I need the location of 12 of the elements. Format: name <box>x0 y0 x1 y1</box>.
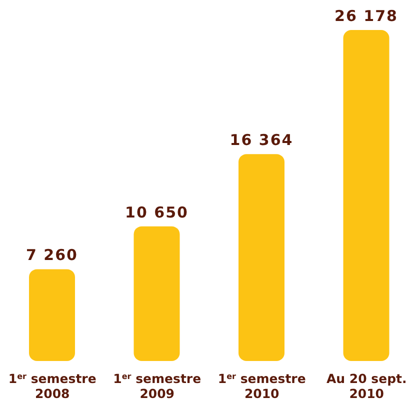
data-label: 7 260 <box>26 246 78 264</box>
x-tick-label: 1$^{er}$ semestre 2009 <box>113 371 202 401</box>
data-label: 10 650 <box>125 203 188 222</box>
bar <box>238 154 284 361</box>
x-tick-label: 1$^{er}$ semestre 2008 <box>8 371 96 401</box>
bar <box>343 30 390 361</box>
x-tick-label: Au 20 sept. 2010 <box>326 371 407 401</box>
bar <box>29 269 75 361</box>
data-label: 26 178 <box>334 7 398 25</box>
data-label: 16 364 <box>230 131 294 150</box>
bar <box>134 226 180 361</box>
x-tick-label: 1$^{er}$ semestre 2010 <box>218 371 306 401</box>
